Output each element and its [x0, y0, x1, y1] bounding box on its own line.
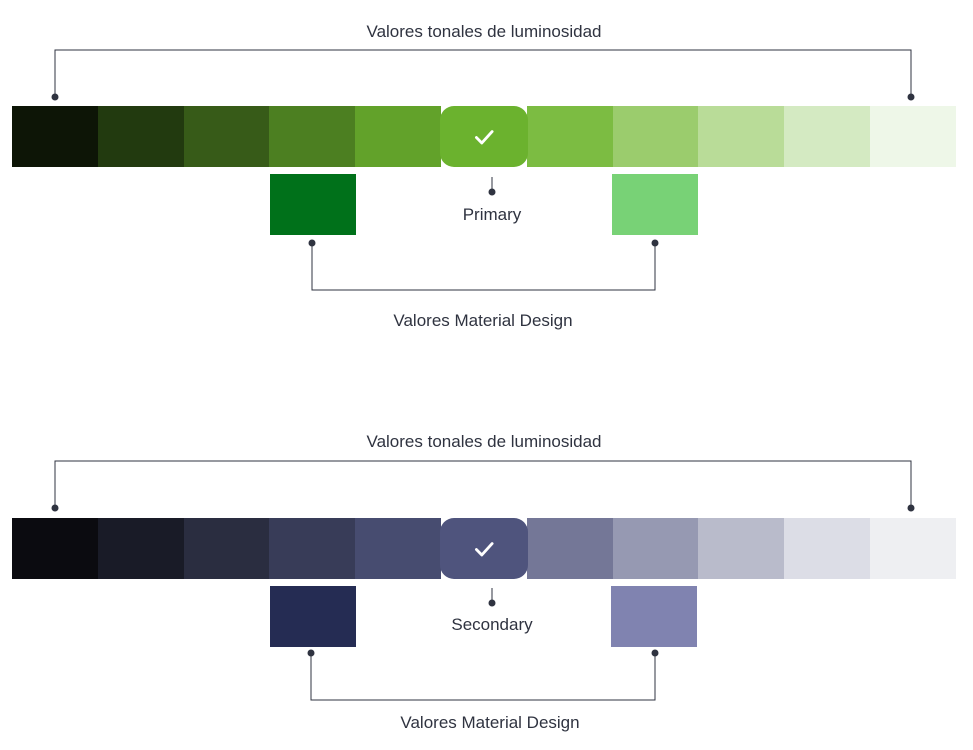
secondary-connectors	[51, 460, 915, 701]
tone-swatch-10[interactable]	[870, 106, 956, 167]
tone-swatch-3[interactable]	[269, 106, 355, 167]
role-label: Secondary	[451, 615, 533, 634]
tonal-bracket-dot-right	[907, 504, 915, 512]
md-swatch-light[interactable]	[612, 174, 698, 235]
role-label: Primary	[462, 205, 522, 224]
md-bracket	[310, 653, 656, 701]
tonal-bracket	[54, 49, 912, 97]
md-title: Valores Material Design	[400, 713, 580, 732]
tonal-bracket	[54, 460, 912, 508]
md-bracket-dot-left	[307, 649, 315, 657]
tone-swatch-8[interactable]	[698, 106, 784, 167]
tonal-title: Valores tonales de luminosidad	[366, 22, 602, 41]
tone-swatch-1[interactable]	[98, 106, 184, 167]
tone-swatch-2[interactable]	[184, 106, 269, 167]
tone-swatch-8[interactable]	[698, 518, 784, 579]
secondary-palette: Valores tonales de luminosidad Secondary…	[0, 410, 973, 750]
md-bracket-dot-right	[651, 649, 659, 657]
check-icon	[475, 541, 494, 556]
md-swatch-dark[interactable]	[270, 174, 356, 235]
primary-palette: Valores tonales de luminosidad Primary V…	[0, 0, 973, 340]
md-bracket-dot-left	[308, 239, 316, 247]
check-icon	[475, 129, 494, 144]
tone-swatch-6[interactable]	[527, 106, 613, 167]
tone-swatch-9[interactable]	[784, 106, 870, 167]
tone-swatch-7[interactable]	[613, 518, 698, 579]
role-pointer-dot	[488, 599, 496, 607]
tonal-title: Valores tonales de luminosidad	[366, 432, 602, 451]
tone-swatch-4[interactable]	[355, 106, 441, 167]
tonal-bracket-dot-left	[51, 504, 59, 512]
md-swatch-light[interactable]	[611, 586, 697, 647]
tone-swatch-7[interactable]	[613, 106, 698, 167]
tone-swatch-4[interactable]	[355, 518, 441, 579]
tone-swatch-3[interactable]	[269, 518, 355, 579]
tone-swatch-2[interactable]	[184, 518, 269, 579]
md-title: Valores Material Design	[393, 311, 573, 330]
tone-swatch-6[interactable]	[527, 518, 613, 579]
tone-swatch-1[interactable]	[98, 518, 184, 579]
role-pointer-dot	[488, 188, 496, 196]
tone-swatch-0[interactable]	[12, 518, 98, 579]
md-bracket	[311, 243, 656, 291]
tone-swatch-10[interactable]	[870, 518, 956, 579]
primary-connectors	[51, 49, 915, 291]
tone-swatch-5[interactable]	[440, 106, 528, 167]
md-bracket-dot-right	[651, 239, 659, 247]
tone-swatch-0[interactable]	[12, 106, 98, 167]
tonal-bracket-dot-right	[907, 93, 915, 101]
tone-swatch-5[interactable]	[440, 518, 528, 579]
md-swatch-dark[interactable]	[270, 586, 356, 647]
tonal-bracket-dot-left	[51, 93, 59, 101]
tone-swatch-9[interactable]	[784, 518, 870, 579]
